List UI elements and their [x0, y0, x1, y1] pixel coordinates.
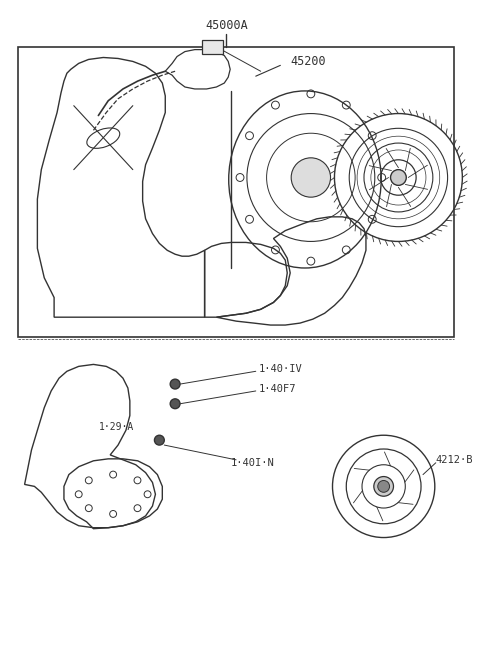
Text: 4212·B: 4212·B	[436, 455, 473, 465]
Text: 45000A: 45000A	[205, 19, 248, 32]
Bar	[18, 47, 455, 337]
Text: 45200: 45200	[290, 55, 326, 68]
Text: 1·40·IV: 1·40·IV	[259, 365, 302, 374]
Text: 1·40F7: 1·40F7	[259, 384, 296, 394]
Circle shape	[391, 170, 406, 185]
Circle shape	[374, 476, 394, 496]
Text: 1·29·A: 1·29·A	[98, 422, 133, 432]
Circle shape	[378, 480, 390, 492]
Circle shape	[155, 435, 164, 445]
Circle shape	[170, 399, 180, 409]
Circle shape	[291, 158, 331, 197]
Circle shape	[170, 379, 180, 389]
Bar	[202, 40, 223, 54]
Text: 1·40I·N: 1·40I·N	[231, 458, 275, 468]
